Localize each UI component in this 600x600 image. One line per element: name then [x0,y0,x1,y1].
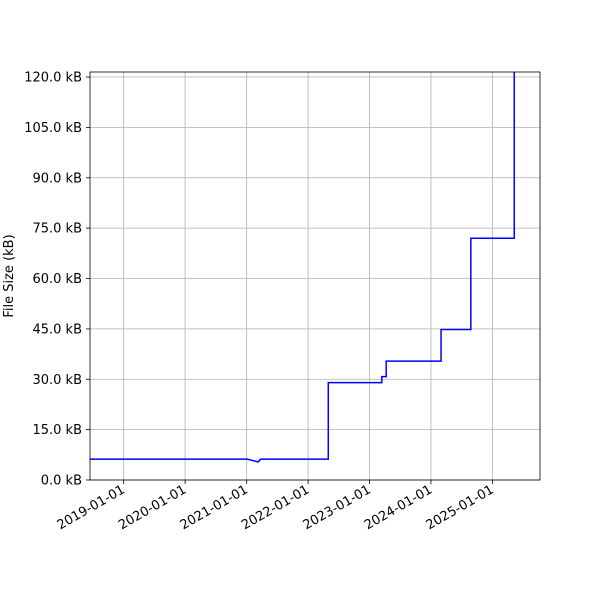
x-tick-label: 2021-01-01 [178,482,251,533]
y-tick-label: 90.0 kB [32,171,82,186]
y-tick-label: 15.0 kB [32,423,82,438]
x-tick-label: 2025-01-01 [424,482,497,533]
plot-frame [89,71,541,481]
y-tick-label: 60.0 kB [32,272,82,287]
y-tick-label: 75.0 kB [32,222,82,237]
y-tick-label: 120.0 kB [24,71,82,86]
x-tick-label: 2023-01-01 [301,482,374,533]
x-tick-label: 2024-01-01 [362,482,435,533]
y-tick-label: 0.0 kB [41,474,82,489]
x-tick-label: 2019-01-01 [55,482,128,533]
y-axis: 0.0 kB 15.0 kB 30.0 kB 45.0 kB 60.0 kB 75.0 k… [24,71,90,489]
grid [90,72,540,481]
series-layer [90,72,515,463]
x-tick-label: 2022-01-01 [239,482,312,533]
y-tick-label: 30.0 kB [32,373,82,388]
y-tick-label: 105.0 kB [24,121,82,136]
x-tick-label: 2020-01-01 [116,482,189,533]
x-axis: 2019-01-012020-01-012021-01-012022-01-01… [55,480,497,533]
series-line [90,72,515,463]
y-axis-label: File Size (kB) [2,234,17,317]
y-tick-label: 45.0 kB [32,322,82,337]
